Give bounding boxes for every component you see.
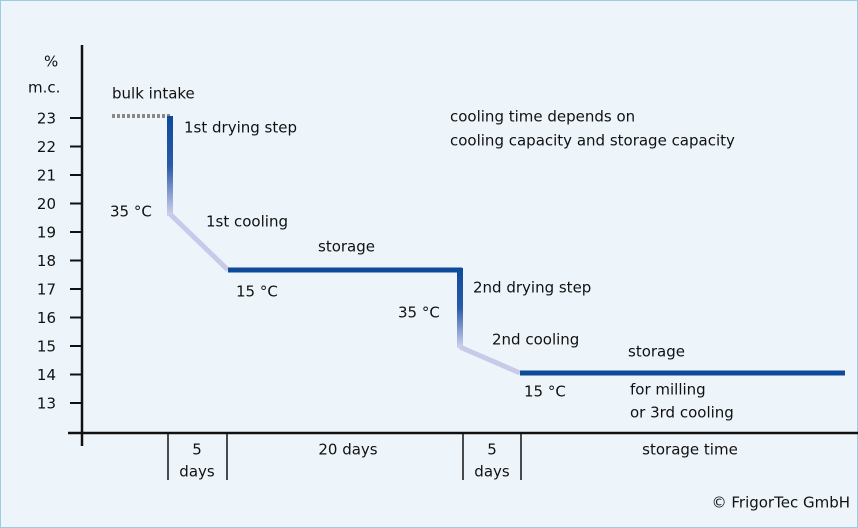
x-label: 5 (192, 441, 202, 459)
annotation: bulk intake (112, 85, 195, 103)
y-label: m.c. (28, 79, 60, 97)
y-ticks: 23 22 21 20 19 18 17 16 15 14 13 (37, 110, 82, 413)
y-tick-label: 15 (37, 338, 56, 356)
x-label: days (179, 463, 215, 481)
y-tick-label: 16 (37, 309, 56, 327)
annotation: 2nd cooling (492, 331, 579, 349)
annotation: for milling (630, 381, 706, 399)
y-tick-label: 22 (37, 138, 56, 156)
y-tick-label: 13 (37, 395, 56, 413)
annotation: or 3rd cooling (630, 404, 734, 422)
annotation: cooling time depends on (450, 108, 635, 126)
x-label: 20 days (318, 441, 377, 459)
x-label: 5 (487, 441, 497, 459)
x-label: days (474, 463, 510, 481)
annotation: 1st cooling (206, 213, 288, 231)
annotation: 1st drying step (184, 119, 297, 137)
y-tick-label: 19 (37, 224, 56, 242)
y-tick-label: 18 (37, 252, 56, 270)
annotation: 35 °C (398, 304, 440, 322)
y-tick-label: 17 (37, 281, 56, 299)
y-tick-label: 21 (37, 167, 56, 185)
annotation: storage (318, 238, 375, 256)
annotation: 35 °C (110, 203, 152, 221)
curve (112, 114, 845, 376)
copyright: © FrigorTec GmbH (712, 494, 850, 512)
x-label: storage time (642, 441, 738, 459)
annotation: 15 °C (236, 283, 278, 301)
annotation: 2nd drying step (473, 279, 591, 297)
annotation: 15 °C (524, 383, 566, 401)
annotation: storage (628, 343, 685, 361)
y-tick-label: 23 (37, 110, 56, 128)
axes (68, 45, 858, 480)
y-tick-label: 20 (37, 195, 56, 213)
y-unit: % (44, 53, 58, 71)
annotation: cooling capacity and storage capacity (450, 132, 735, 150)
y-tick-label: 14 (37, 366, 56, 384)
